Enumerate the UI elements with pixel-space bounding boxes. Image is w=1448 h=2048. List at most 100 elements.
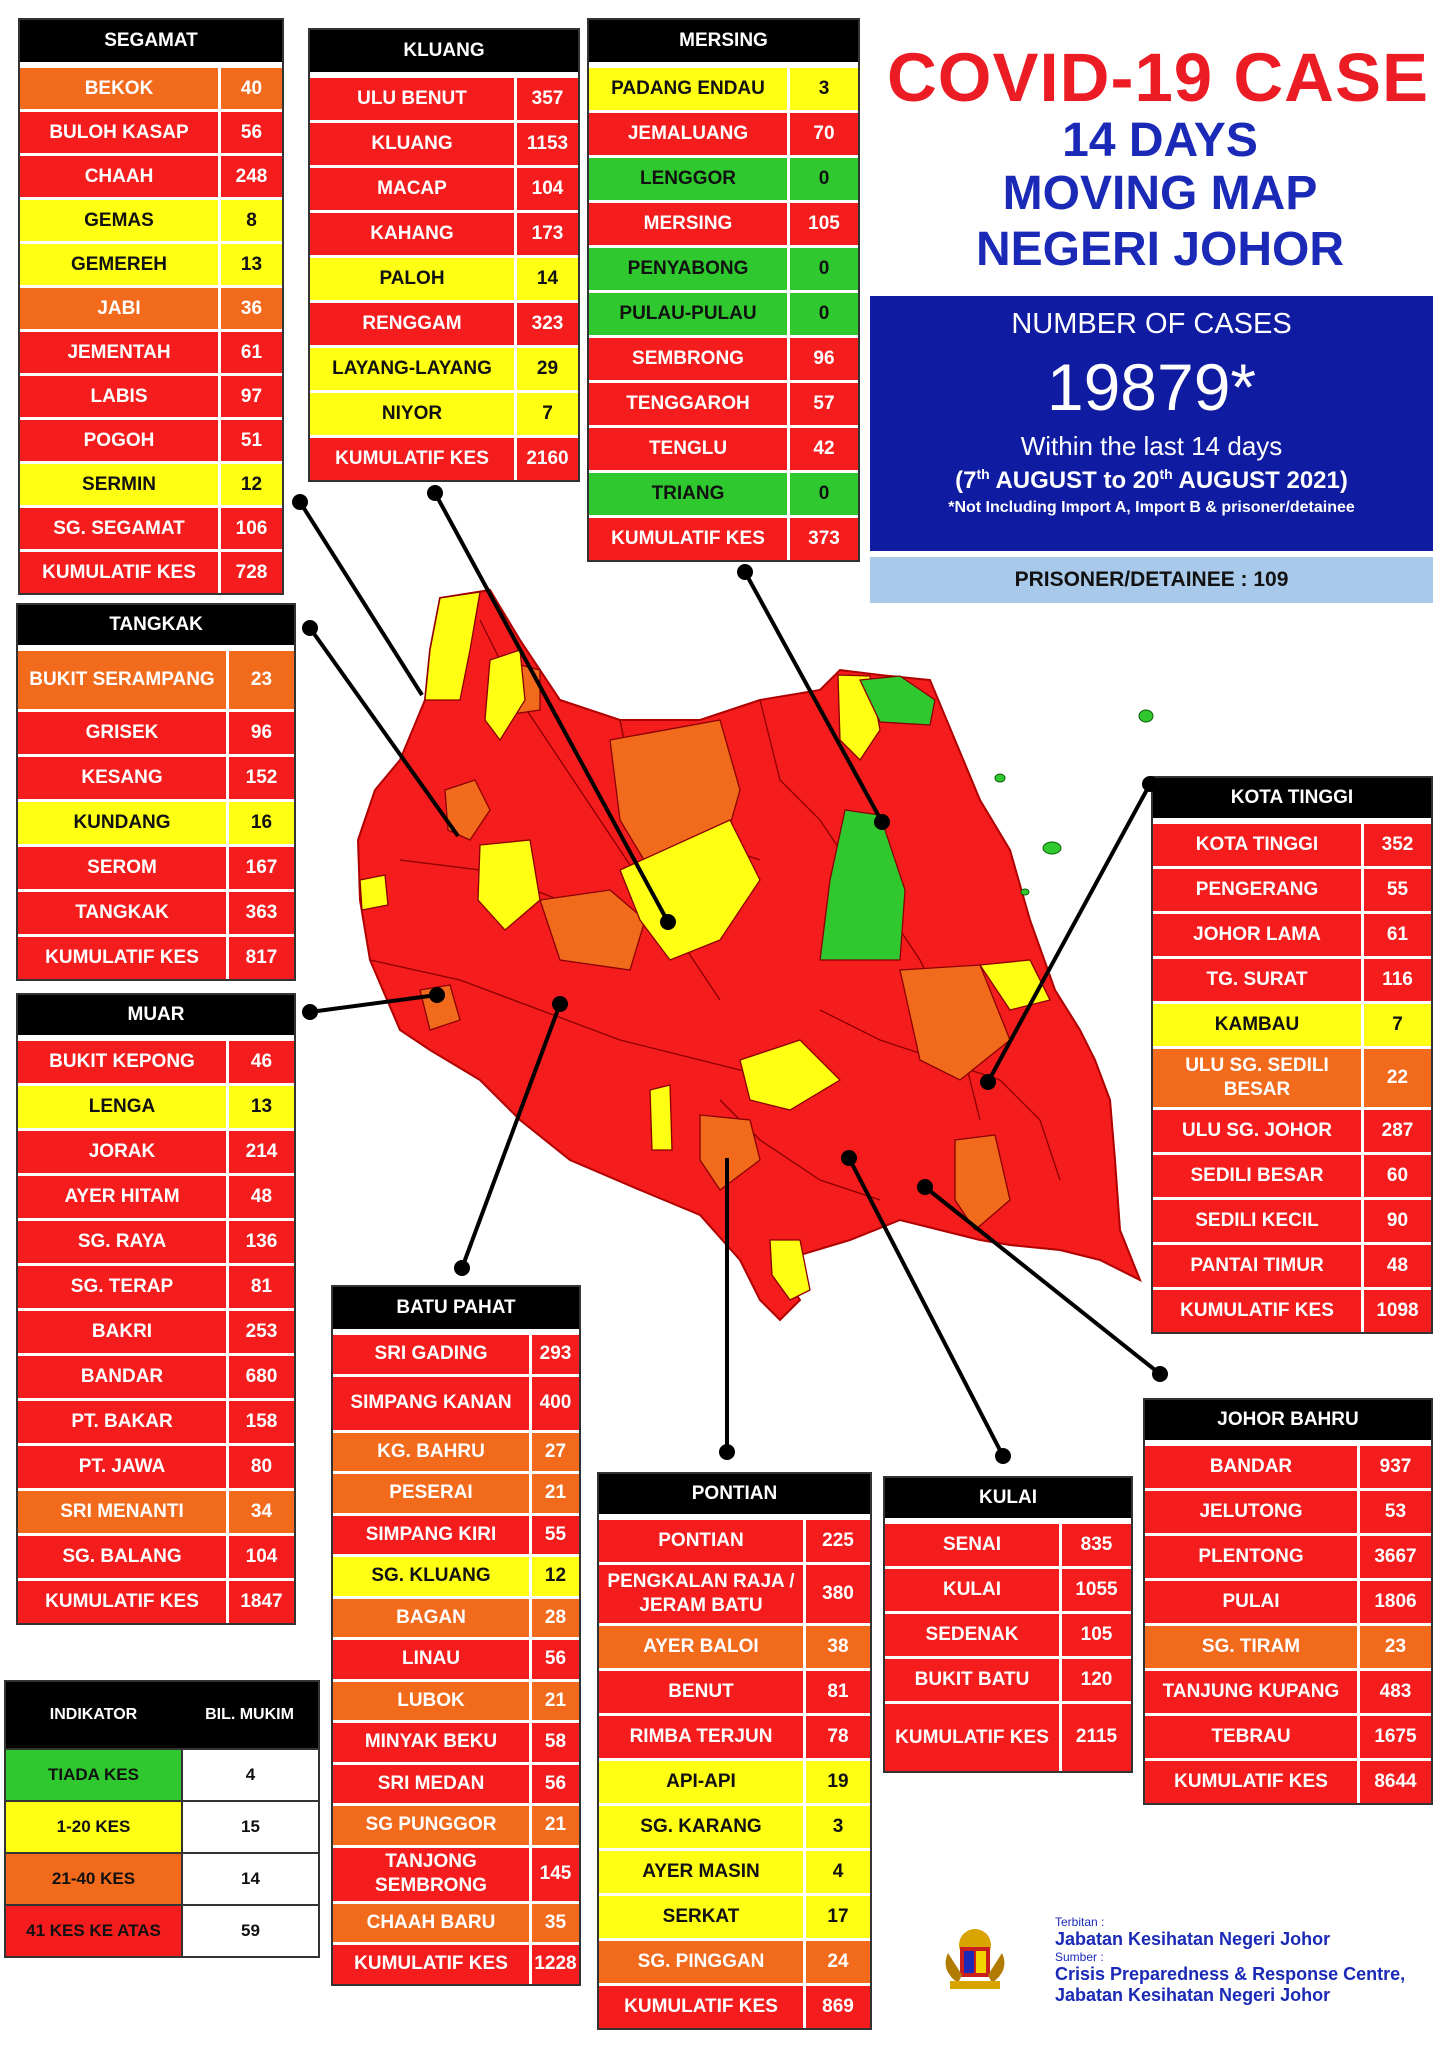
district-panel-kluang: KLUANG ULU BENUT 357 KLUANG 1153 MACAP 104 KAHA…	[308, 28, 580, 482]
map-island-3	[1042, 841, 1062, 855]
mukim-case-count: 17	[827, 1905, 849, 1927]
mukim-name: SG. PINGGAN	[599, 1940, 806, 1983]
mukim-name: SG. KARANG	[599, 1805, 806, 1848]
mukim-row: TENGLU 42	[589, 425, 858, 470]
mukim-case-count: 1675	[1374, 1726, 1417, 1747]
mukim-row: KAMBAU 7	[1153, 1001, 1431, 1046]
mukim-case-count: 53	[1384, 1501, 1407, 1522]
legend-swatch-label: 21-40 KES	[6, 1854, 183, 1904]
mukim-name: PONTIAN	[599, 1520, 806, 1562]
mukim-name: PESERAI	[333, 1474, 532, 1513]
mukim-case-count: 104	[531, 178, 564, 199]
mukim-row: GEMAS 8	[20, 197, 282, 241]
mukim-row: KOTA TINGGI 352	[1153, 821, 1431, 866]
mukim-name: KUMULATIF KES	[20, 552, 221, 593]
page-title: COVID-19 CASE	[886, 39, 1430, 116]
mukim-case-count: 7	[1392, 1014, 1403, 1035]
mukim-case-count: 2160	[526, 448, 569, 469]
map-region-paloh-niyor	[619, 819, 761, 961]
mukim-case-count: 34	[250, 1501, 273, 1522]
mukim-row: GEMEREH 13	[20, 241, 282, 285]
mukim-case-count: 869	[822, 1995, 854, 2017]
mukim-case-count: 61	[1386, 924, 1409, 945]
mukim-name: SERMIN	[20, 464, 221, 505]
mukim-row: BANDAR 937	[1145, 1443, 1431, 1488]
mukim-name: KUMULATIF KES	[310, 438, 517, 480]
district-header: KULAI	[885, 1478, 1131, 1521]
mukim-name: KESANG	[18, 756, 229, 799]
mukim-name: MACAP	[310, 168, 517, 210]
mukim-name: BENUT	[599, 1670, 806, 1713]
mukim-row: PT. BAKAR 158	[18, 1398, 294, 1443]
mukim-case-count: 728	[235, 561, 268, 583]
mukim-name: BEKOK	[20, 68, 221, 109]
mukim-name: PLENTONG	[1145, 1536, 1360, 1578]
mukim-row: POGOH 51	[20, 417, 282, 461]
mukim-row: BULOH KASAP 56	[20, 109, 282, 153]
mukim-name: CHAAH BARU	[333, 1903, 532, 1943]
mukim-name: KG. BAHRU	[333, 1432, 532, 1472]
mukim-name: SG. TERAP	[18, 1266, 229, 1308]
mukim-name: MERSING	[589, 203, 790, 245]
cases-heading: NUMBER OF CASES	[1011, 308, 1292, 340]
mukim-row: KESANG 152	[18, 753, 294, 799]
mukim-row: KUMULATIF KES 1098	[1153, 1286, 1431, 1332]
mukim-row: BAKRI 253	[18, 1308, 294, 1353]
mukim-row: SG. KARANG 3	[599, 1802, 870, 1848]
mukim-row: PONTIAN 225	[599, 1517, 870, 1562]
mukim-name: PENGERANG	[1153, 869, 1364, 911]
mukim-row: KUMULATIF KES 373	[589, 515, 858, 560]
terbitan-label: Terbitan :	[1055, 1915, 1105, 1929]
mukim-row: PULAI 1806	[1145, 1578, 1431, 1623]
mukim-case-count: 2115	[1075, 1726, 1118, 1748]
mukim-row: PALOH 14	[310, 255, 578, 300]
mukim-name: PANTAI TIMUR	[1153, 1244, 1364, 1287]
mukim-name: SG. SEGAMAT	[20, 508, 221, 549]
district-header: SEGAMAT	[20, 20, 282, 65]
prisoner-count: PRISONER/DETAINEE : 109	[870, 557, 1433, 603]
mukim-row: JOHOR LAMA 61	[1153, 911, 1431, 956]
mukim-case-count: 38	[827, 1635, 849, 1657]
mukim-name: LENGA	[18, 1086, 229, 1128]
mukim-name: LINAU	[333, 1640, 532, 1679]
mukim-name: BUKIT KEPONG	[18, 1041, 229, 1083]
mukim-row: MERSING 105	[589, 200, 858, 245]
mukim-case-count: 55	[1386, 879, 1409, 900]
mukim-case-count: 248	[235, 165, 268, 187]
mukim-case-count: 97	[240, 385, 263, 407]
mukim-row: SEDENAK 105	[885, 1611, 1131, 1656]
legend-count: 15	[183, 1802, 318, 1852]
mukim-name: API-API	[599, 1760, 806, 1803]
mukim-case-count: 253	[245, 1321, 278, 1342]
mukim-name: RIMBA TERJUN	[599, 1715, 806, 1758]
mukim-name: ULU BENUT	[310, 78, 517, 120]
mukim-name: KUMULATIF KES	[333, 1945, 532, 1984]
mukim-case-count: 680	[245, 1366, 278, 1387]
mukim-name: JORAK	[18, 1131, 229, 1173]
district-header: PONTIAN	[599, 1474, 870, 1517]
mukim-name: KUMULATIF KES	[18, 936, 229, 979]
total-cases: 19879*	[1046, 350, 1257, 424]
district-header: MERSING	[589, 20, 858, 65]
district-header: KOTA TINGGI	[1153, 778, 1431, 821]
mukim-case-count: 60	[1386, 1164, 1409, 1186]
mukim-name: TENGLU	[589, 428, 790, 470]
mukim-name: BUKIT SERAMPANG	[18, 651, 229, 709]
mukim-row: TENGGAROH 57	[589, 380, 858, 425]
sumber-label: Sumber :	[1055, 1950, 1104, 1964]
mukim-case-count: 136	[245, 1231, 278, 1252]
mukim-case-count: 21	[544, 1814, 567, 1836]
map-region-ulu-sg-sedili-besar	[899, 964, 1011, 1081]
mukim-case-count: 104	[245, 1546, 278, 1567]
terbitan-value: Jabatan Kesihatan Negeri Johor	[1055, 1929, 1331, 1949]
mukim-row: TG. SURAT 116	[1153, 956, 1431, 1001]
mukim-case-count: 380	[822, 1582, 854, 1604]
mukim-row: KG. BAHRU 27	[333, 1429, 579, 1472]
legend-row: TIADA KES 4	[6, 1748, 318, 1800]
mukim-row: KUMULATIF KES 2160	[310, 435, 578, 480]
legend-row: 21-40 KES 14	[6, 1852, 318, 1904]
map-region-kundang	[359, 874, 389, 911]
mukim-name: BUKIT BATU	[885, 1659, 1062, 1701]
district-panel-tangkak: TANGKAK BUKIT SERAMPANG 23 GRISEK 96 KESANG 15…	[16, 603, 296, 981]
legend-swatch-label: 1-20 KES	[6, 1802, 183, 1852]
